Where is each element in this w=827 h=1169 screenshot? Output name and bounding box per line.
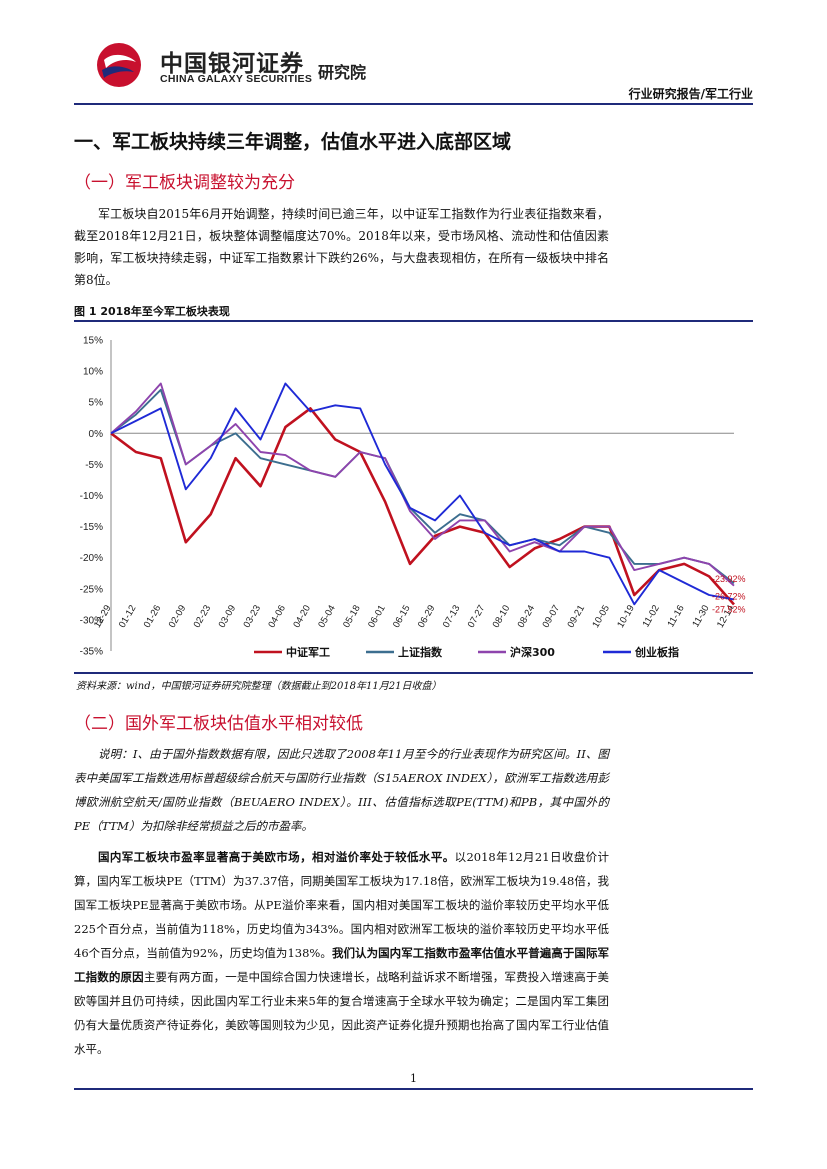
note-paragraph: 说明：I、由于国外指数数据有限，因此只选取了2008年11月至今的行业表现作为研… bbox=[74, 747, 609, 833]
page-number: 1 bbox=[410, 1072, 417, 1085]
series-line bbox=[110, 382, 735, 606]
y-tick-label: -5% bbox=[85, 460, 103, 471]
x-tick-label: 03-09 bbox=[217, 603, 239, 630]
x-tick-label: 09-07 bbox=[540, 603, 562, 630]
x-tick-label: 04-06 bbox=[266, 603, 288, 630]
legend-label: 沪深300 bbox=[510, 645, 555, 659]
x-tick-label: 06-15 bbox=[391, 603, 413, 630]
paragraph-2-body: 以2018年12月21日收盘价计算，国内军工板块PE（TTM）为37.37倍，同… bbox=[74, 850, 609, 960]
x-tick-label: 10-19 bbox=[615, 603, 637, 630]
legend-label: 中证军工 bbox=[286, 645, 330, 659]
x-tick-label: 09-21 bbox=[565, 603, 587, 630]
figure-title: 图 1 2018年至今军工板块表现 bbox=[74, 305, 230, 318]
x-tick-label: 02-23 bbox=[192, 603, 214, 630]
report-category: 行业研究报告/军工行业 bbox=[628, 87, 753, 101]
y-tick-label: -20% bbox=[80, 553, 103, 564]
x-tick-label: 05-18 bbox=[341, 603, 363, 630]
x-tick-label: 05-04 bbox=[316, 603, 338, 630]
series-line bbox=[110, 388, 735, 585]
figure-top-rule bbox=[74, 320, 753, 322]
x-tick-label: 06-29 bbox=[416, 603, 438, 630]
figure-bottom-rule bbox=[74, 672, 753, 674]
logo-english-name: CHINA GALAXY SECURITIES bbox=[160, 73, 313, 85]
y-tick-label: 15% bbox=[83, 336, 103, 347]
x-tick-label: 07-27 bbox=[466, 603, 488, 630]
legend-label: 上证指数 bbox=[398, 645, 443, 659]
paragraph-1: 军工板块自2015年6月开始调整，持续时间已逾三年，以中证军工指数作为行业表征指… bbox=[74, 207, 609, 287]
logo-institute: 研究院 bbox=[318, 63, 367, 82]
logo-chinese-name: 中国银河证券 bbox=[160, 51, 304, 77]
figure-source: 资料来源：wind，中国银河证券研究院整理（数据截止到2018年11月21日收盘… bbox=[76, 681, 442, 692]
x-tick-label: 04-20 bbox=[291, 603, 313, 630]
x-tick-label: 03-23 bbox=[241, 603, 263, 630]
section-title: 一、军工板块持续三年调整，估值水平进入底部区域 bbox=[74, 131, 512, 153]
x-tick-label: 07-13 bbox=[441, 603, 463, 630]
data-annotation: -26.72% bbox=[712, 591, 746, 601]
header-divider bbox=[74, 103, 753, 105]
series-line bbox=[110, 407, 735, 606]
x-tick-label: 11-30 bbox=[690, 603, 711, 629]
footer-divider bbox=[74, 1088, 753, 1090]
y-tick-label: 5% bbox=[89, 398, 104, 409]
x-tick-label: 08-10 bbox=[491, 603, 513, 630]
galaxy-logo-icon bbox=[97, 43, 141, 87]
y-tick-label: -30% bbox=[80, 615, 103, 626]
data-annotation: -27.52% bbox=[712, 604, 746, 614]
x-tick-label: 06-01 bbox=[366, 603, 388, 630]
line-chart: 15%10%5%0%-5%-10%-15%-20%-25%-30%-35%12-… bbox=[80, 336, 746, 660]
series-line bbox=[110, 382, 735, 587]
paragraph-2: 国内军工板块市盈率显著高于美欧市场，相对溢价率处于较低水平。以2018年12月2… bbox=[74, 845, 609, 1061]
x-tick-label: 10-05 bbox=[590, 603, 612, 630]
x-tick-label: 11-02 bbox=[641, 603, 662, 629]
x-tick-label: 08-24 bbox=[516, 603, 538, 630]
x-tick-label: 01-12 bbox=[117, 603, 139, 630]
subsection-title-2: （二）国外军工板块估值水平相对较低 bbox=[74, 714, 363, 734]
legend-label: 创业板指 bbox=[634, 645, 679, 659]
y-tick-label: -25% bbox=[80, 584, 103, 595]
x-tick-label: 01-26 bbox=[142, 603, 164, 630]
x-tick-label: 02-09 bbox=[167, 603, 189, 630]
subsection-title-1: （一）军工板块调整较为充分 bbox=[74, 173, 295, 193]
y-tick-label: 0% bbox=[89, 429, 104, 440]
y-tick-label: -10% bbox=[80, 491, 103, 502]
y-tick-label: -35% bbox=[80, 647, 103, 658]
paragraph-2-lead: 国内军工板块市盈率显著高于美欧市场，相对溢价率处于较低水平。 bbox=[98, 850, 455, 864]
y-tick-label: -15% bbox=[80, 522, 103, 533]
paragraph-2-claim: 我们认为国内军工指数市盈率估值水平普遍高于国际军工指数的原因 bbox=[74, 946, 610, 984]
paragraph-2-reason: 主要有两方面，一是中国综合国力快速增长，战略利益诉求不断增强，军费投入增速高于美… bbox=[74, 970, 610, 1056]
x-tick-label: 11-16 bbox=[665, 603, 686, 629]
data-annotation: -23.92% bbox=[712, 574, 746, 584]
y-tick-label: 10% bbox=[83, 367, 103, 378]
